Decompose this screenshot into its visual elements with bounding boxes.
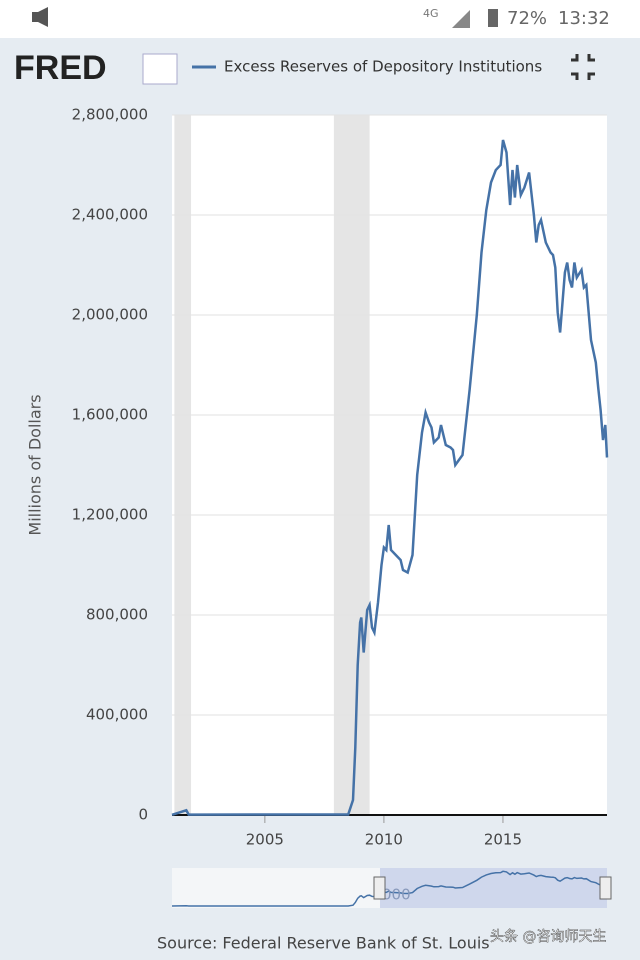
x-tick-label: 2010 bbox=[365, 831, 403, 849]
series-line bbox=[171, 139, 609, 816]
signal-icon bbox=[452, 10, 470, 28]
logo: FRED bbox=[14, 49, 107, 87]
notification-icon bbox=[32, 7, 48, 27]
y-tick-label: 400,000 bbox=[86, 706, 148, 724]
battery-icon bbox=[488, 9, 498, 27]
navigator-label: 000 bbox=[382, 886, 411, 904]
y-tick-label: 2,000,000 bbox=[72, 306, 148, 324]
logo-icon bbox=[142, 53, 178, 85]
network: 4G bbox=[423, 7, 439, 20]
watermark: 头条 @咨询师天生 bbox=[490, 928, 606, 945]
source: Source: Federal Reserve Bank of St. Loui… bbox=[157, 934, 490, 953]
y-tick-label: 2,400,000 bbox=[72, 206, 148, 224]
recession-band bbox=[174, 115, 192, 815]
y-tick-label: 1,200,000 bbox=[72, 506, 148, 524]
y-tick-label: 0 bbox=[138, 806, 148, 824]
navigator-handle[interactable] bbox=[599, 876, 612, 900]
x-tick-label: 2005 bbox=[246, 831, 284, 849]
y-axis-label: Millions of Dollars bbox=[26, 394, 45, 535]
recession-band bbox=[333, 115, 370, 815]
legend-label: Excess Reserves of Depository Institutio… bbox=[224, 58, 542, 76]
x-tick-label: 2015 bbox=[484, 831, 522, 849]
clock: 13:32 bbox=[558, 8, 610, 29]
battery: 72% bbox=[507, 8, 547, 29]
navigator-selection bbox=[380, 868, 607, 908]
y-tick-label: 2,800,000 bbox=[72, 106, 148, 124]
collapse-button[interactable] bbox=[571, 54, 595, 80]
navigator-handle[interactable] bbox=[373, 876, 386, 900]
y-tick-label: 800,000 bbox=[86, 606, 148, 624]
y-tick-label: 1,600,000 bbox=[72, 406, 148, 424]
status-bar bbox=[0, 0, 640, 38]
